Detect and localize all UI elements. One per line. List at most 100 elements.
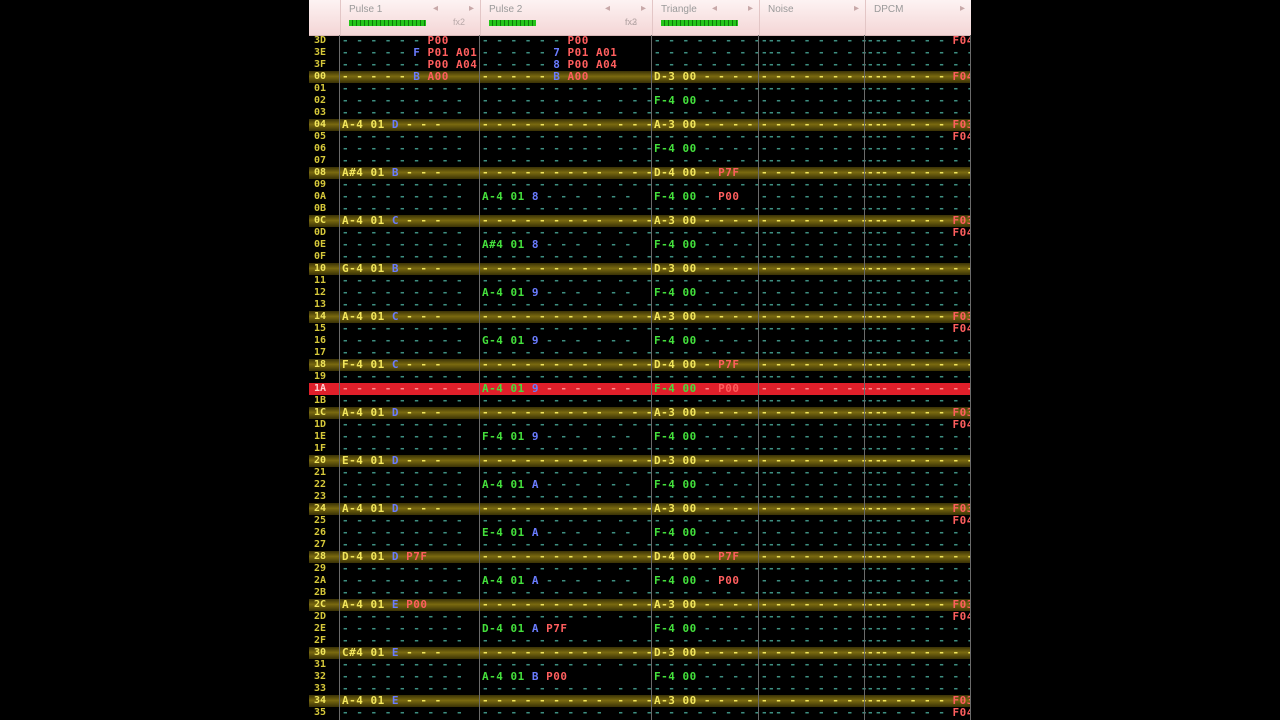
channel-cell[interactable]: D-4 00 - P7F bbox=[654, 359, 740, 371]
channel-cell[interactable]: F-4 00 - P00 bbox=[654, 191, 740, 203]
channel-cell[interactable]: D-4 00 - P7F bbox=[654, 167, 740, 179]
channel-cell[interactable]: - - - - - B A00 bbox=[482, 71, 589, 83]
channel-cell[interactable]: A-4 01 A - - - - - - bbox=[482, 479, 632, 491]
channel-cell[interactable]: - - - - - - - - - bbox=[654, 563, 775, 575]
pattern-row[interactable]: 05- - - - - - - - -- - - - - - - - - - -… bbox=[309, 131, 971, 143]
channel-cell[interactable]: A-3 00 - - - - bbox=[654, 599, 754, 611]
channel-cell[interactable]: - - - - - - - - - bbox=[654, 683, 775, 695]
channel-cell[interactable]: - - - - - - - - - bbox=[654, 707, 775, 719]
channel-cell[interactable]: - - - - - - - - - bbox=[654, 275, 775, 287]
channel-cell[interactable]: E-4 01 A - - - - - - bbox=[482, 527, 632, 539]
channel-cell[interactable]: - - - - - - - - - bbox=[342, 107, 463, 119]
channel-cell[interactable]: - - - - - - - - - - - - bbox=[482, 707, 653, 719]
channel-right-arrow-icon[interactable]: ▸ bbox=[748, 3, 754, 14]
channel-cell[interactable]: - - - - - - - - - - - - bbox=[482, 659, 653, 671]
channel-cell[interactable]: - - - - - - - - - bbox=[342, 479, 463, 491]
channel-cell[interactable]: - - - - - - - - - - - - bbox=[482, 515, 653, 527]
channel-cell[interactable]: - - - - - - F04 bbox=[867, 611, 971, 623]
channel-cell[interactable]: - - - - - - F04 bbox=[867, 227, 971, 239]
channel-cell[interactable]: - - - - - - - - - bbox=[342, 203, 463, 215]
channel-cell[interactable]: A-4 01 A - - - - - - bbox=[482, 575, 632, 587]
channel-cell[interactable]: - - - - - - - - - bbox=[867, 467, 971, 479]
channel-cell[interactable]: - - - - - - - - - bbox=[867, 107, 971, 119]
channel-cell[interactable]: - - - - - - - - - bbox=[867, 299, 971, 311]
channel-cell[interactable]: - - - - - - - - - bbox=[867, 671, 971, 683]
channel-cell[interactable]: - - - - - - - - - bbox=[342, 515, 463, 527]
pattern-row[interactable]: 1D - - - - - - - - -- - - - - - - - - - -… bbox=[309, 419, 971, 431]
channel-cell[interactable]: F-4 00 - P00 bbox=[654, 383, 740, 395]
channel-cell[interactable]: A-3 00 - - - - bbox=[654, 311, 754, 323]
pattern-row[interactable]: 20 E-4 01 D - - -- - - - - - - - - - - -D… bbox=[309, 455, 971, 467]
pattern-row[interactable]: 14 A-4 01 C - - -- - - - - - - - - - - -A… bbox=[309, 311, 971, 323]
channel-cell[interactable]: - - - - - - - - - - - - bbox=[482, 599, 653, 611]
pattern-row[interactable]: 17- - - - - - - - -- - - - - - - - - - -… bbox=[309, 347, 971, 359]
channel-cell[interactable]: - - - - - - - - - bbox=[654, 131, 775, 143]
pattern-row[interactable]: 30 C#4 01 E - - -- - - - - - - - - - - -D… bbox=[309, 647, 971, 659]
channel-cell[interactable]: - - - - - - - - - bbox=[867, 527, 971, 539]
channel-cell[interactable]: - - - - - F P01 A01 bbox=[342, 47, 477, 59]
channel-header-pulse-1[interactable]: Pulse 1 ◂ ▸ fx2 bbox=[340, 0, 480, 35]
channel-cell[interactable]: G-4 01 9 - - - - - - bbox=[482, 335, 632, 347]
channel-cell[interactable]: - - - - - - - - - - - - bbox=[482, 551, 653, 563]
channel-cell[interactable]: - - - - - - - - - bbox=[342, 239, 463, 251]
channel-cell[interactable]: - - - - - - - - - bbox=[654, 371, 775, 383]
channel-cell[interactable]: - - - - - - - - - bbox=[654, 419, 775, 431]
channel-cell[interactable]: - - - - - - P00 bbox=[342, 35, 449, 47]
pattern-row[interactable]: 08 A#4 01 B - - -- - - - - - - - - - - -D… bbox=[309, 167, 971, 179]
channel-header-pulse-2[interactable]: Pulse 2 ◂ ▸ fx2 fx3 bbox=[480, 0, 652, 35]
pattern-row[interactable]: 04 A-4 01 D - - -- - - - - - - - - - - -A… bbox=[309, 119, 971, 131]
channel-cell[interactable]: - - - - - - - - - - - - bbox=[482, 95, 653, 107]
pattern-row[interactable]: 1E - - - - - - - - - F-4 01 9 - - - - - -F… bbox=[309, 431, 971, 443]
channel-cell[interactable]: A-3 00 - - - - bbox=[654, 215, 754, 227]
channel-cell[interactable]: - - - - - - - - - - - - bbox=[482, 299, 653, 311]
channel-cell[interactable]: - - - - - - - - - bbox=[867, 455, 971, 467]
channel-cell[interactable]: - - - - - - - - - bbox=[654, 395, 775, 407]
channel-cell[interactable]: - - - - - - - - - bbox=[654, 467, 775, 479]
channel-header-noise[interactable]: Noise ▸ bbox=[759, 0, 865, 35]
channel-cell[interactable]: - - - - - - - - - bbox=[342, 275, 463, 287]
channel-cell[interactable]: - - - - - - - - - bbox=[342, 155, 463, 167]
channel-cell[interactable]: - - - - - - - - - - - - bbox=[482, 143, 653, 155]
channel-cell[interactable]: A-4 01 C - - - bbox=[342, 215, 442, 227]
pattern-editor[interactable]: Pulse 1 ◂ ▸ fx2 Pulse 2 ◂ ▸ fx2 fx3 Triangle ◂ ▸ Noi… bbox=[309, 0, 971, 720]
channel-cell[interactable]: - - - - - - - - - bbox=[342, 671, 463, 683]
channel-cell[interactable]: - - - - - - - - - bbox=[867, 383, 971, 395]
channel-cell[interactable]: - - - - - - - - - - - - bbox=[482, 611, 653, 623]
pattern-row[interactable]: 2D - - - - - - - - -- - - - - - - - - - -… bbox=[309, 611, 971, 623]
channel-cell[interactable]: A-4 01 C - - - bbox=[342, 311, 442, 323]
channel-cell[interactable]: - - - - - - - - - - - - bbox=[482, 107, 653, 119]
channel-cell[interactable]: A-4 01 9 - - - - - - bbox=[482, 287, 632, 299]
channel-cell[interactable]: - - - - - - - - - bbox=[342, 491, 463, 503]
channel-cell[interactable]: A-3 00 - - - - bbox=[654, 407, 754, 419]
channel-cell[interactable]: - - - - - - - - - bbox=[342, 347, 463, 359]
channel-cell[interactable]: D-4 00 - P7F bbox=[654, 551, 740, 563]
channel-cell[interactable]: - - - - - - P00 bbox=[482, 35, 589, 47]
channel-cell[interactable]: - - - - - - F04 bbox=[867, 131, 971, 143]
channel-cell[interactable]: - - - - - - - - - bbox=[867, 359, 971, 371]
channel-cell[interactable]: - - - - - - - - - bbox=[867, 83, 971, 95]
channel-cell[interactable]: - - - - - - - - - - - - bbox=[482, 215, 653, 227]
pattern-row[interactable]: 21- - - - - - - - -- - - - - - - - - - -… bbox=[309, 467, 971, 479]
pattern-row[interactable]: 0E - - - - - - - - - A#4 01 8 - - - - - -F… bbox=[309, 239, 971, 251]
pattern-row[interactable]: 2E - - - - - - - - - D-4 01 A P7F F-4 00 - … bbox=[309, 623, 971, 635]
pattern-row[interactable]: 3E - - - - - F P01 A01- - - - - 7 P01 A01… bbox=[309, 47, 971, 59]
channel-cell[interactable]: - - - - - - - - - bbox=[867, 371, 971, 383]
channel-cell[interactable]: F-4 00 - - - - bbox=[654, 527, 754, 539]
channel-cell[interactable]: - - - - - - - - - - - - bbox=[482, 359, 653, 371]
channel-cell[interactable]: - - - - - - - - - bbox=[342, 563, 463, 575]
channel-cell[interactable]: - - - - - - - - - bbox=[867, 167, 971, 179]
channel-cell[interactable]: A-3 00 - - - - bbox=[654, 695, 754, 707]
channel-cell[interactable]: A-4 01 D - - - bbox=[342, 407, 442, 419]
pattern-row[interactable]: 09- - - - - - - - -- - - - - - - - - - -… bbox=[309, 179, 971, 191]
channel-cell[interactable]: - - - - - - - - - bbox=[342, 227, 463, 239]
channel-cell[interactable]: - - - - - - - - - - - - bbox=[482, 131, 653, 143]
pattern-row[interactable]: 03- - - - - - - - -- - - - - - - - - - -… bbox=[309, 107, 971, 119]
channel-cell[interactable]: F-4 00 - - - - bbox=[654, 287, 754, 299]
channel-cell[interactable]: - - - - - - - - - - - - bbox=[482, 347, 653, 359]
channel-cell[interactable]: - - - - - - F03 bbox=[867, 695, 971, 707]
pattern-row[interactable]: 32 - - - - - - - - - A-4 01 B P00 F-4 00 - … bbox=[309, 671, 971, 683]
channel-cell[interactable]: F-4 00 - - - - bbox=[654, 95, 754, 107]
channel-cell[interactable]: D-3 00 - - - - bbox=[654, 647, 754, 659]
channel-cell[interactable]: - - - - - - - - - - - - bbox=[482, 695, 653, 707]
channel-cell[interactable]: - - - - - - F04 bbox=[867, 35, 971, 47]
